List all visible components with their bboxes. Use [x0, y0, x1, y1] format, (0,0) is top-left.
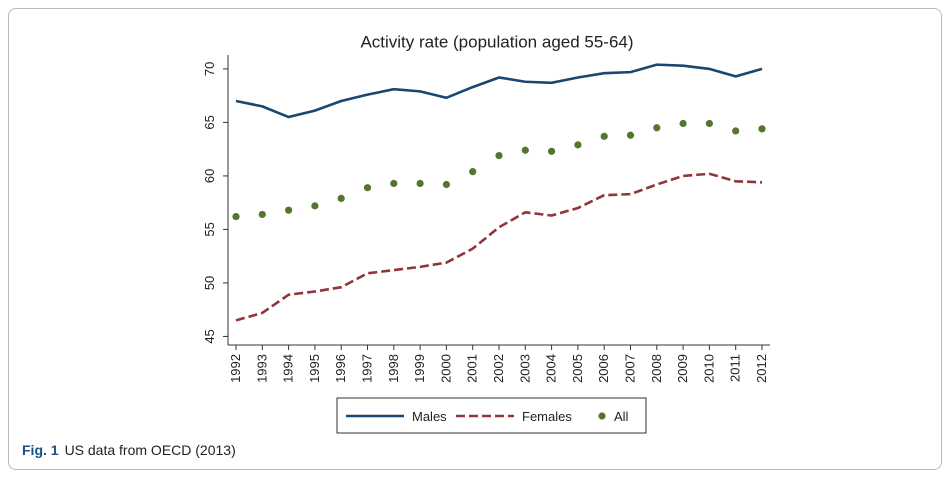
- x-tick-label: 2001: [465, 354, 480, 383]
- data-point: [442, 180, 450, 189]
- data-point: [416, 179, 424, 188]
- x-tick-label: 2005: [570, 354, 585, 383]
- x-tick-label: 1995: [307, 354, 322, 383]
- x-tick-label: 1996: [333, 354, 348, 383]
- data-point: [732, 127, 740, 135]
- legend-label: All: [614, 409, 629, 424]
- y-tick-label: 50: [202, 276, 217, 290]
- legend-box: [336, 397, 647, 434]
- line-series: [235, 172, 763, 322]
- data-point: [285, 206, 293, 214]
- legend-label: Females: [522, 409, 572, 424]
- x-tick-label: 1999: [412, 354, 427, 383]
- x-tick-label: 1994: [281, 354, 296, 383]
- x-tick-label: 2010: [701, 354, 716, 383]
- caption: Fig. 1 US data from OECD (2013): [22, 442, 236, 458]
- data-point: [469, 168, 477, 176]
- data-point: [600, 132, 608, 140]
- y-tick-label: 70: [202, 62, 217, 76]
- data-point: [758, 125, 766, 133]
- chart-title: Activity rate (population aged 55-64): [360, 32, 633, 51]
- y-tick-label: 55: [202, 222, 217, 236]
- data-point: [653, 124, 661, 132]
- legend-swatch: [598, 412, 606, 420]
- figure-frame: [8, 8, 942, 470]
- data-point: [548, 147, 556, 155]
- data-point: [574, 141, 582, 149]
- x-tick-label: 2006: [596, 354, 611, 383]
- x-tick-label: 2011: [728, 354, 743, 382]
- x-tick-label: 1992: [228, 354, 243, 383]
- x-tick-label: 1998: [386, 354, 401, 383]
- y-tick-label: 60: [202, 169, 217, 183]
- x-tick-label: 2012: [754, 354, 769, 383]
- data-point: [521, 146, 529, 154]
- data-point: [626, 131, 635, 139]
- legend-label: Males: [412, 409, 447, 424]
- data-point: [232, 212, 240, 221]
- x-tick-label: 2000: [438, 354, 453, 383]
- data-point: [337, 194, 345, 202]
- data-point: [495, 151, 503, 160]
- data-point: [679, 119, 687, 128]
- x-tick-label: 1997: [360, 354, 375, 383]
- caption-text: US data from OECD (2013): [64, 442, 236, 458]
- y-tick-label: 65: [202, 115, 217, 129]
- caption-label: Fig. 1: [22, 442, 59, 458]
- x-tick-label: 2004: [544, 354, 559, 383]
- x-tick-label: 1993: [254, 354, 269, 383]
- y-tick-label: 45: [202, 329, 217, 343]
- x-tick-label: 2008: [649, 354, 664, 383]
- data-point: [705, 119, 714, 128]
- x-tick-label: 2007: [623, 354, 638, 383]
- data-point: [363, 184, 372, 192]
- x-tick-label: 2002: [491, 354, 506, 383]
- line-series: [235, 63, 763, 119]
- x-tick-label: 2003: [517, 354, 532, 383]
- data-point: [390, 179, 398, 188]
- data-point: [311, 202, 319, 210]
- data-point: [258, 210, 266, 219]
- x-tick-label: 2009: [675, 354, 690, 383]
